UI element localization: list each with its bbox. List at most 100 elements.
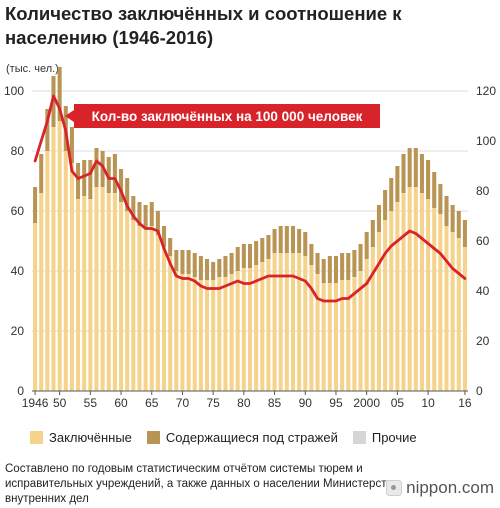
bar-segment-prisoners bbox=[352, 277, 357, 391]
y-right-tick-label: 120 bbox=[476, 84, 496, 98]
bar-segment-detained bbox=[389, 178, 394, 211]
bar-segment-prisoners bbox=[297, 253, 302, 391]
bar-segment-prisoners bbox=[389, 211, 394, 391]
bar-segment-prisoners bbox=[155, 235, 160, 391]
bar-segment-detained bbox=[186, 250, 191, 274]
line-series-label: Кол-во заключённых на 100 000 человек bbox=[92, 109, 363, 124]
bar-segment-prisoners bbox=[260, 262, 265, 391]
bar-segment-detained bbox=[278, 226, 283, 253]
bar-segment-detained bbox=[290, 226, 296, 253]
bar-segment-prisoners bbox=[174, 271, 179, 391]
bar-segment-prisoners bbox=[63, 151, 68, 391]
bar-segment-prisoners bbox=[432, 208, 437, 391]
bar-segment-prisoners bbox=[376, 232, 381, 391]
bar-segment-detained bbox=[413, 148, 418, 187]
bar-segment-prisoners bbox=[143, 229, 148, 391]
bar-segment-prisoners bbox=[370, 247, 375, 391]
x-tick-label: 70 bbox=[176, 396, 190, 410]
x-tick-label: 10 bbox=[421, 396, 435, 410]
bar-segment-detained bbox=[211, 262, 216, 280]
chart-legend: Заключённые Содержащиеся под стражей Про… bbox=[30, 430, 432, 445]
legend-label-other: Прочие bbox=[371, 430, 417, 445]
bar-segment-prisoners bbox=[112, 193, 117, 391]
bar-segment-detained bbox=[254, 241, 259, 265]
bar-segment-prisoners bbox=[413, 187, 418, 391]
legend-swatch-other bbox=[352, 431, 366, 444]
bar-segment-prisoners bbox=[125, 211, 130, 391]
bar-segment-prisoners bbox=[426, 199, 431, 391]
legend-item-detained: Содержащиеся под стражей bbox=[146, 430, 338, 445]
y-right-tick-label: 0 bbox=[476, 384, 483, 398]
bar-segment-detained bbox=[247, 244, 253, 268]
line-series-label-box bbox=[74, 104, 380, 128]
stacked-bar-line-chart: 0 20 40 60 80 100 0 20 40 60 80 100 120 1946 50 55 60 65 7… bbox=[4, 67, 496, 410]
line-prisoners-per-100k bbox=[33, 94, 467, 303]
bar-segment-detained bbox=[309, 244, 314, 265]
legend-swatch-prisoners bbox=[30, 431, 43, 444]
bar-segment-detained bbox=[438, 184, 443, 214]
bar-segment-prisoners bbox=[333, 283, 338, 391]
bar-segment-prisoners bbox=[407, 187, 412, 391]
bar-segment-detained bbox=[76, 163, 81, 199]
y-left-tick-label: 20 bbox=[11, 324, 25, 338]
bar-segment-detained bbox=[223, 256, 228, 277]
bar-segment-prisoners bbox=[456, 238, 461, 391]
bar-segment-detained bbox=[284, 226, 289, 253]
bar-segment-detained bbox=[432, 172, 437, 208]
bar-segment-detained bbox=[346, 253, 351, 280]
x-tick-label: 60 bbox=[114, 396, 128, 410]
bar-segment-prisoners bbox=[57, 121, 62, 391]
bar-segment-prisoners bbox=[309, 265, 314, 391]
y-axis-unit-label: (тыс. чел.) bbox=[6, 63, 59, 75]
bar-segment-prisoners bbox=[223, 277, 228, 391]
bar-segment-prisoners bbox=[168, 256, 173, 391]
bar-segment-prisoners bbox=[45, 151, 50, 391]
y-left-tick-label: 100 bbox=[4, 84, 24, 98]
bar-segment-detained bbox=[45, 109, 50, 151]
bar-segment-detained bbox=[376, 205, 381, 232]
bar-segment-detained bbox=[88, 160, 93, 199]
bar-segment-detained bbox=[401, 154, 406, 193]
bar-segment-prisoners bbox=[204, 280, 210, 391]
bar-segment-prisoners bbox=[119, 202, 124, 391]
bar-segment-detained bbox=[155, 211, 160, 235]
bar-segment-detained bbox=[370, 220, 375, 247]
legend-item-other: Прочие bbox=[352, 430, 417, 445]
bar-segment-detained bbox=[315, 253, 320, 274]
bar-segment-prisoners bbox=[340, 280, 345, 391]
bar-segment-prisoners bbox=[327, 283, 332, 391]
bar-segment-prisoners bbox=[76, 199, 81, 391]
bar-segment-prisoners bbox=[162, 247, 167, 391]
bar-segment-prisoners bbox=[235, 271, 240, 391]
bar-segment-detained bbox=[358, 244, 363, 271]
legend-label-detained: Содержащиеся под стражей bbox=[165, 430, 338, 445]
bar-segment-prisoners bbox=[131, 220, 136, 391]
bar-segment-prisoners bbox=[383, 220, 388, 391]
bar-segment-prisoners bbox=[290, 253, 296, 391]
y-right-tick-label: 40 bbox=[476, 284, 490, 298]
y-right-tick-label: 100 bbox=[476, 134, 496, 148]
bar-segment-prisoners bbox=[33, 223, 38, 391]
nippon-logo-text: nippon.com bbox=[406, 478, 494, 497]
bar-segment-prisoners bbox=[51, 127, 56, 391]
bar-segment-detained bbox=[456, 211, 461, 238]
y-left-tick-label: 80 bbox=[11, 144, 25, 158]
bar-segment-prisoners bbox=[247, 268, 253, 391]
bar-segment-prisoners bbox=[315, 274, 320, 391]
legend-swatch-detained bbox=[146, 431, 160, 444]
nippon-logo: nippon.com bbox=[386, 478, 494, 498]
bar-segment-prisoners bbox=[137, 226, 142, 391]
bar-segment-detained bbox=[69, 127, 74, 163]
bar-segment-detained bbox=[162, 226, 167, 247]
bar-segment-prisoners bbox=[278, 253, 283, 391]
bar-segment-detained bbox=[303, 232, 308, 256]
bar-segment-detained bbox=[119, 169, 124, 202]
bar-segment-detained bbox=[407, 148, 412, 187]
bar-segment-prisoners bbox=[364, 259, 369, 391]
bar-segment-detained bbox=[395, 166, 400, 202]
bar-segment-detained bbox=[57, 67, 62, 121]
bar-segment-detained bbox=[143, 205, 148, 229]
bar-segment-prisoners bbox=[358, 271, 363, 391]
bar-segment-detained bbox=[229, 253, 234, 274]
bar-segment-detained bbox=[352, 250, 357, 277]
